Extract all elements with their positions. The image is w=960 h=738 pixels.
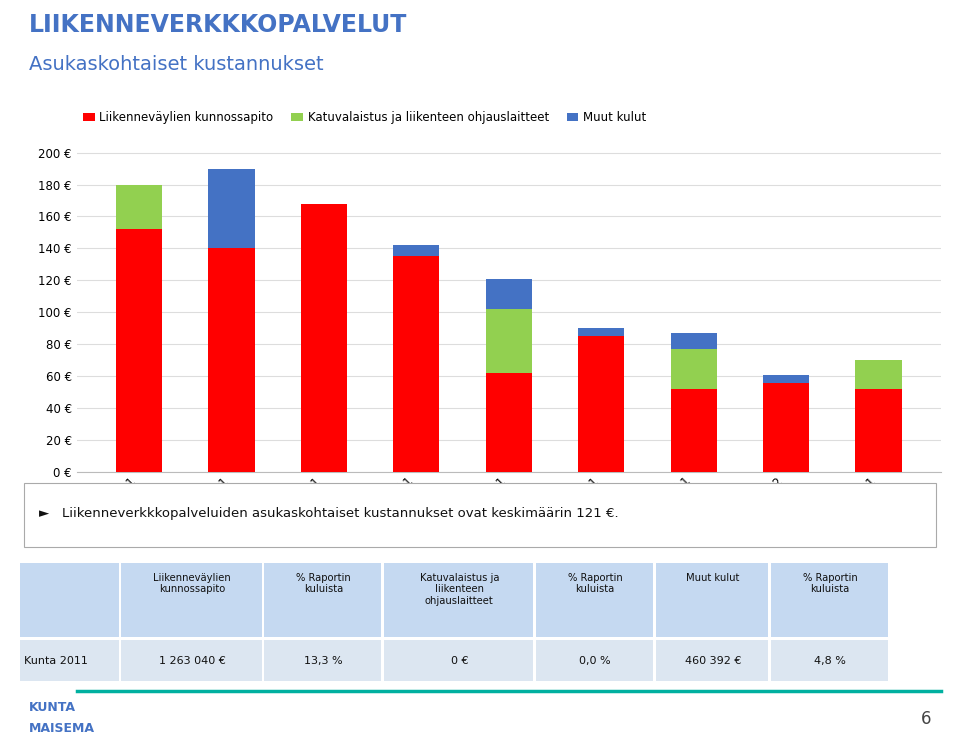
FancyBboxPatch shape	[656, 562, 768, 638]
Bar	[486, 309, 532, 373]
Text: % Raportin
kuluista: % Raportin kuluista	[803, 573, 857, 595]
FancyBboxPatch shape	[264, 640, 381, 681]
Text: 0 €: 0 €	[450, 655, 468, 666]
FancyBboxPatch shape	[122, 640, 261, 681]
Text: Asukaskohtaiset kustannukset: Asukaskohtaiset kustannukset	[29, 55, 324, 74]
FancyBboxPatch shape	[537, 562, 653, 638]
Bar	[486, 373, 532, 472]
Text: 13,3 %: 13,3 %	[304, 655, 343, 666]
Bar	[300, 204, 348, 472]
Text: LIIKENNEVERKKKOPALVELUIDEN ASUKASKOHTAISET KUSTANNUKSET: LIIKENNEVERKKKOPALVELUIDEN ASUKASKOHTAIS…	[211, 104, 749, 117]
FancyBboxPatch shape	[771, 640, 888, 681]
Bar	[394, 245, 440, 257]
Bar	[208, 249, 254, 472]
Text: % Raportin
kuluista: % Raportin kuluista	[567, 573, 623, 595]
FancyBboxPatch shape	[384, 640, 534, 681]
FancyBboxPatch shape	[24, 483, 936, 547]
Bar	[486, 279, 532, 309]
FancyBboxPatch shape	[656, 640, 768, 681]
FancyBboxPatch shape	[264, 562, 381, 638]
Text: 4,8 %: 4,8 %	[814, 655, 846, 666]
Text: ►   Liikenneverkkkopalveluiden asukaskohtaiset kustannukset ovat keskimäärin 121: ► Liikenneverkkkopalveluiden asukaskohta…	[39, 507, 619, 520]
Bar	[208, 168, 254, 249]
Bar	[855, 360, 901, 389]
FancyBboxPatch shape	[771, 562, 888, 638]
FancyBboxPatch shape	[122, 562, 261, 638]
Text: 1 263 040 €: 1 263 040 €	[158, 655, 226, 666]
Text: Liikenneväylien
kunnossapito: Liikenneväylien kunnossapito	[154, 573, 230, 595]
Text: KUNTA: KUNTA	[29, 701, 76, 714]
FancyBboxPatch shape	[20, 640, 119, 681]
Bar	[578, 328, 624, 337]
Bar	[116, 184, 162, 230]
Bar	[394, 257, 440, 472]
Text: Katuvalaistus ja
liikenteen
ohjauslaitteet: Katuvalaistus ja liikenteen ohjauslaitte…	[420, 573, 499, 606]
Bar	[670, 334, 717, 349]
Legend: Liikenneväylien kunnossapito, Katuvalaistus ja liikenteen ohjauslaitteet, Muut k: Liikenneväylien kunnossapito, Katuvalais…	[83, 111, 646, 124]
Bar	[670, 349, 717, 389]
Bar	[578, 337, 624, 472]
FancyBboxPatch shape	[20, 562, 119, 638]
Bar	[670, 389, 717, 472]
FancyBboxPatch shape	[537, 640, 653, 681]
Text: MAISEMA: MAISEMA	[29, 722, 95, 734]
Text: 6: 6	[921, 710, 931, 728]
Text: LIIKENNEVERKKKOPALVELUT: LIIKENNEVERKKKOPALVELUT	[29, 13, 407, 38]
Bar	[116, 230, 162, 472]
Text: % Raportin
kuluista: % Raportin kuluista	[296, 573, 350, 595]
Text: 460 392 €: 460 392 €	[684, 655, 741, 666]
Bar	[763, 383, 809, 472]
Text: 0,0 %: 0,0 %	[580, 655, 611, 666]
Bar	[855, 389, 901, 472]
Bar	[763, 375, 809, 383]
Text: Kunta 2011: Kunta 2011	[24, 655, 87, 666]
FancyBboxPatch shape	[384, 562, 534, 638]
Text: Muut kulut: Muut kulut	[686, 573, 739, 583]
